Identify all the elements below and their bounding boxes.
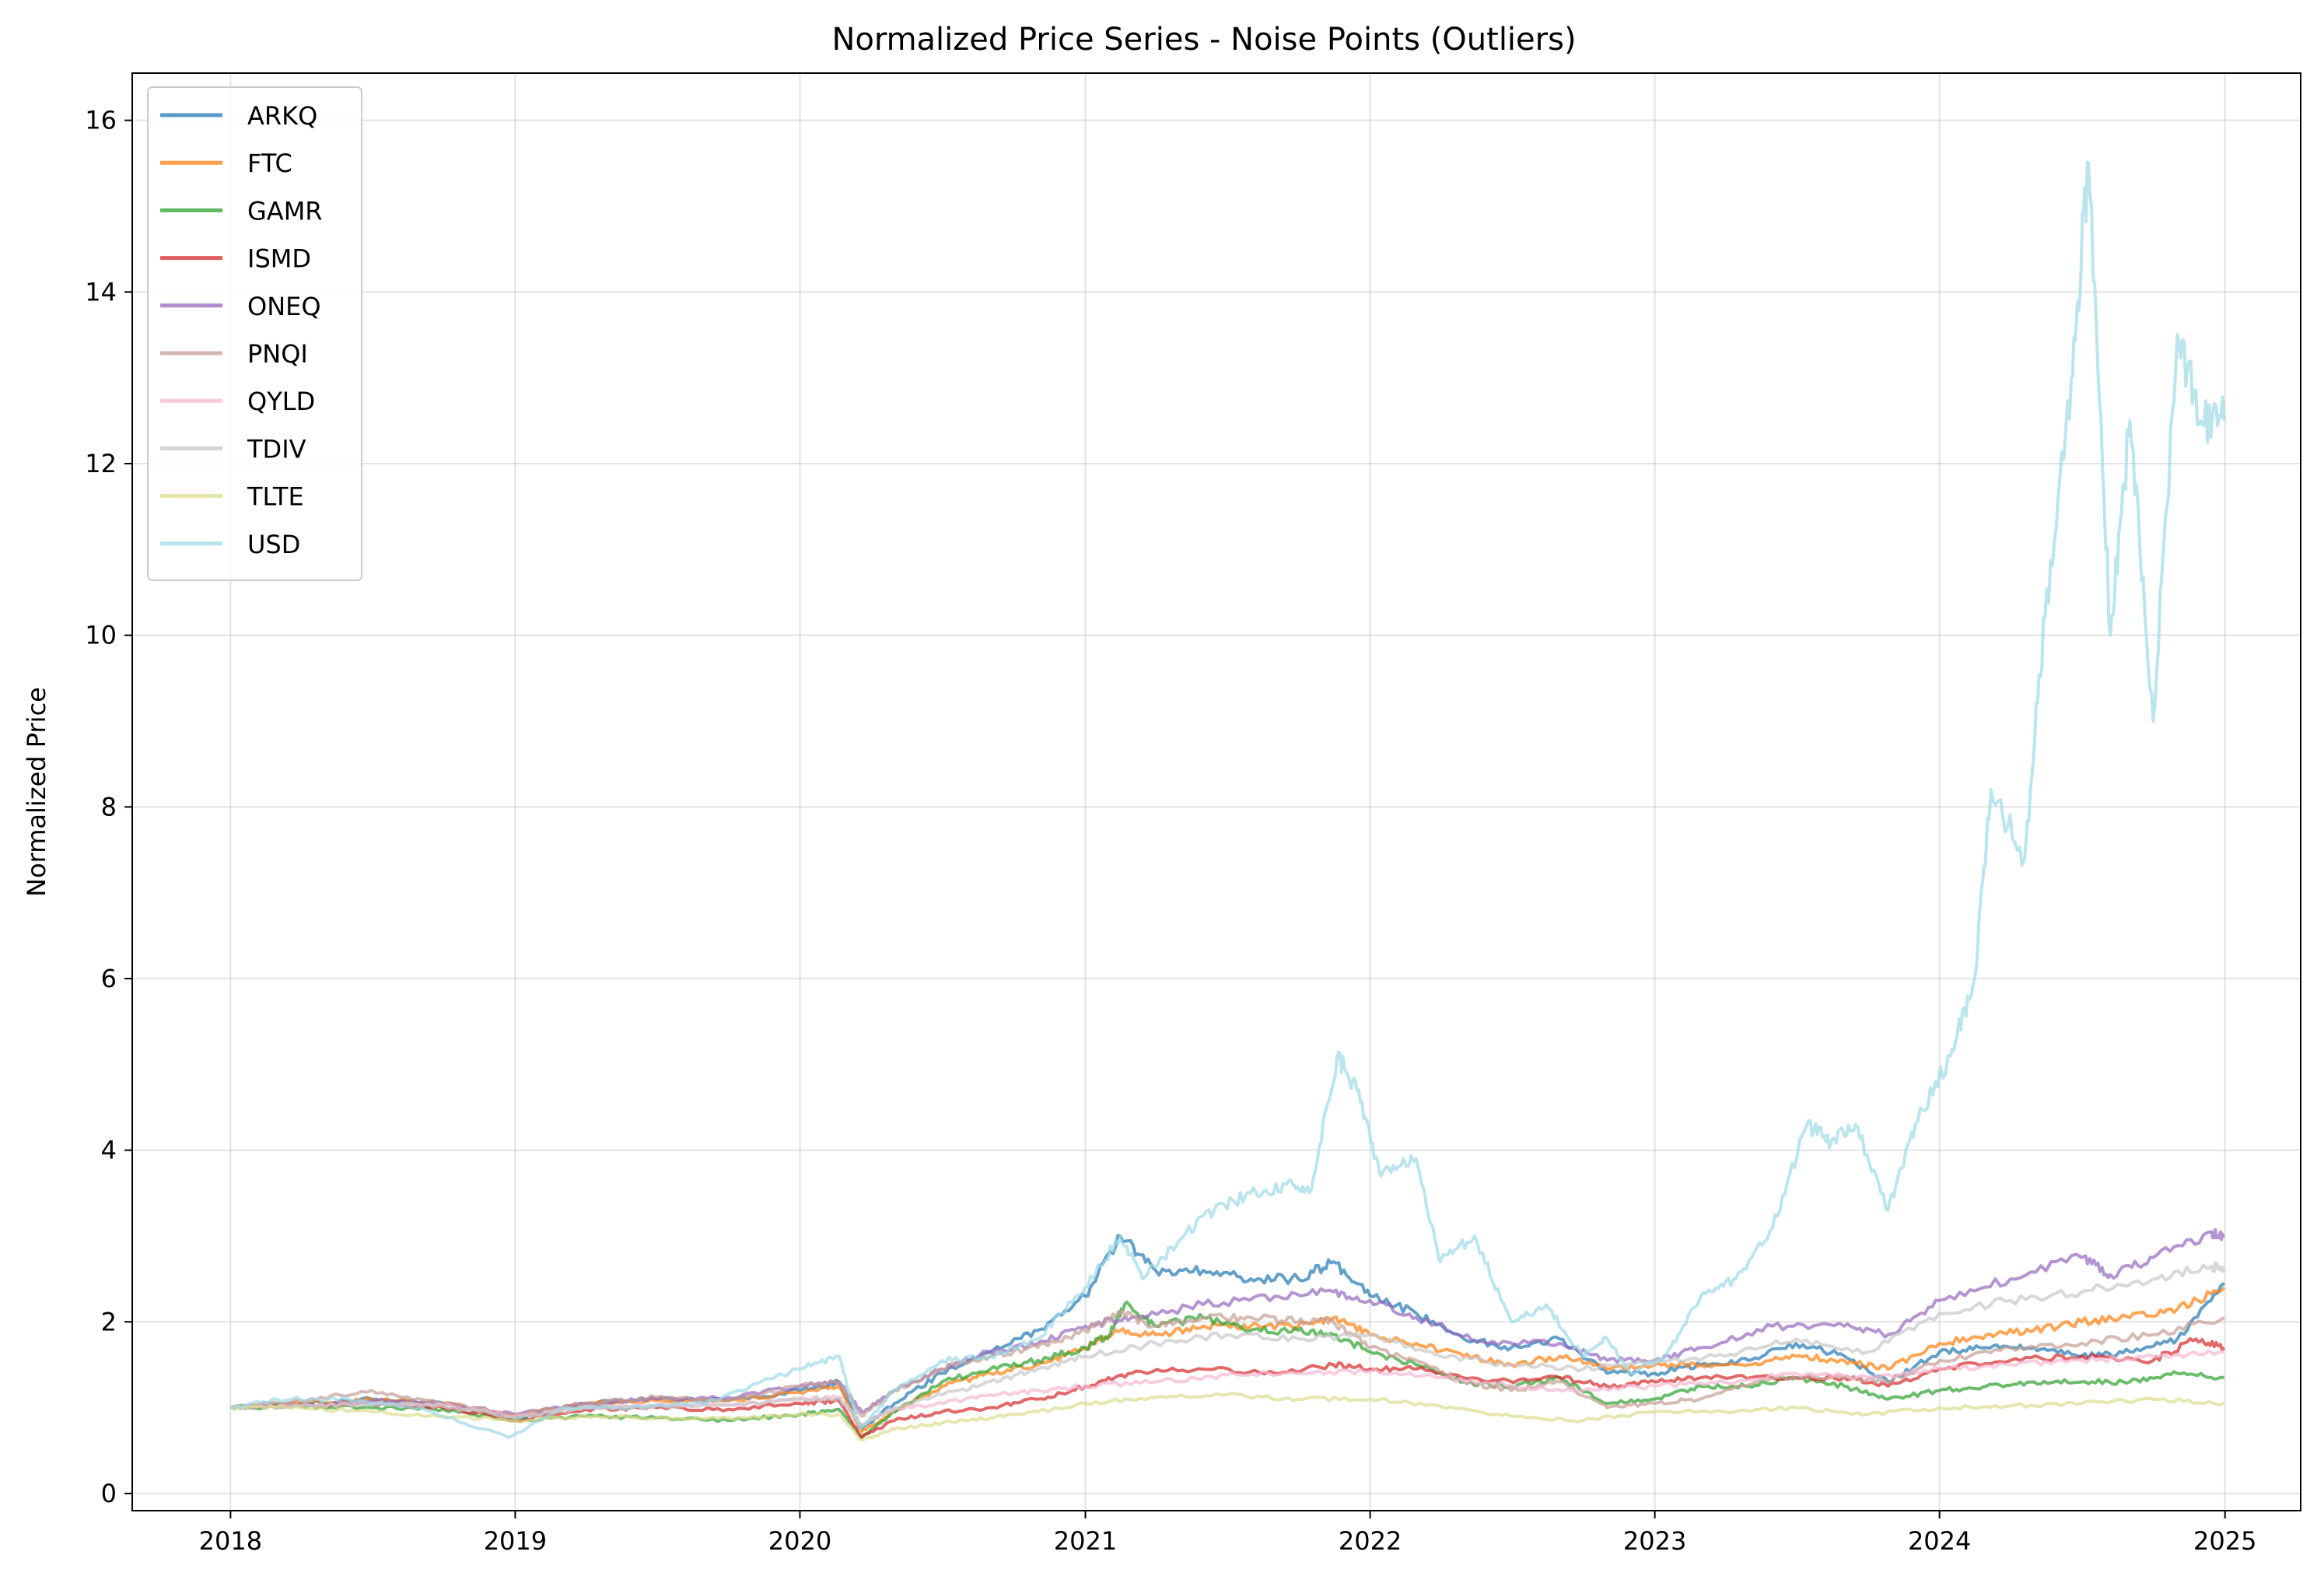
legend-label: USD [247, 530, 300, 559]
y-tick-label: 8 [101, 792, 117, 821]
plot-frame [131, 72, 2301, 1511]
series-line-usd [229, 160, 2226, 1440]
y-tick-label: 4 [101, 1136, 117, 1165]
x-tick-label: 2022 [1339, 1526, 1402, 1556]
x-tick-label: 2020 [768, 1526, 831, 1556]
legend-label: TLTE [247, 482, 304, 512]
x-tick-label: 2018 [199, 1526, 262, 1556]
legend: ARKQ FTC GAMR ISMD ONEQ PNQI QYLD TDIV TLTE USD [147, 86, 362, 581]
axis-ticks: 0 2 4 6 8 10 12 14 16 2018 2019 2020 2021 2022 2023 202… [85, 106, 2256, 1556]
legend-label: ISMD [247, 244, 311, 274]
x-tick-label: 2023 [1623, 1526, 1686, 1556]
legend-label: TDIV [247, 434, 306, 464]
y-tick-label: 16 [85, 106, 117, 135]
y-tick-label: 6 [101, 964, 117, 993]
y-tick-label: 12 [85, 449, 117, 478]
legend-label: GAMR [247, 196, 323, 226]
series-lines [229, 160, 2226, 1442]
y-tick-label: 14 [85, 277, 117, 306]
y-axis-label: Normalized Price [22, 687, 51, 897]
y-tick-label: 10 [85, 621, 117, 650]
y-tick-label: 0 [101, 1479, 117, 1508]
legend-label: ONEQ [247, 292, 321, 321]
legend-label: PNQI [247, 339, 308, 369]
x-tick-label: 2024 [1908, 1526, 1971, 1556]
y-tick-label: 2 [101, 1307, 117, 1336]
x-tick-label: 2021 [1054, 1526, 1117, 1556]
legend-label: FTC [247, 149, 292, 178]
chart-title: Normalized Price Series - Noise Points (… [831, 22, 1576, 58]
x-tick-label: 2019 [484, 1526, 547, 1556]
x-tick-label: 2025 [2193, 1526, 2256, 1556]
legend-label: QYLD [247, 387, 315, 416]
legend-label: ARKQ [247, 101, 317, 131]
series-line-gamr [230, 1300, 2224, 1440]
series-line-oneq [229, 1228, 2225, 1417]
series-line-tlte [229, 1392, 2225, 1442]
